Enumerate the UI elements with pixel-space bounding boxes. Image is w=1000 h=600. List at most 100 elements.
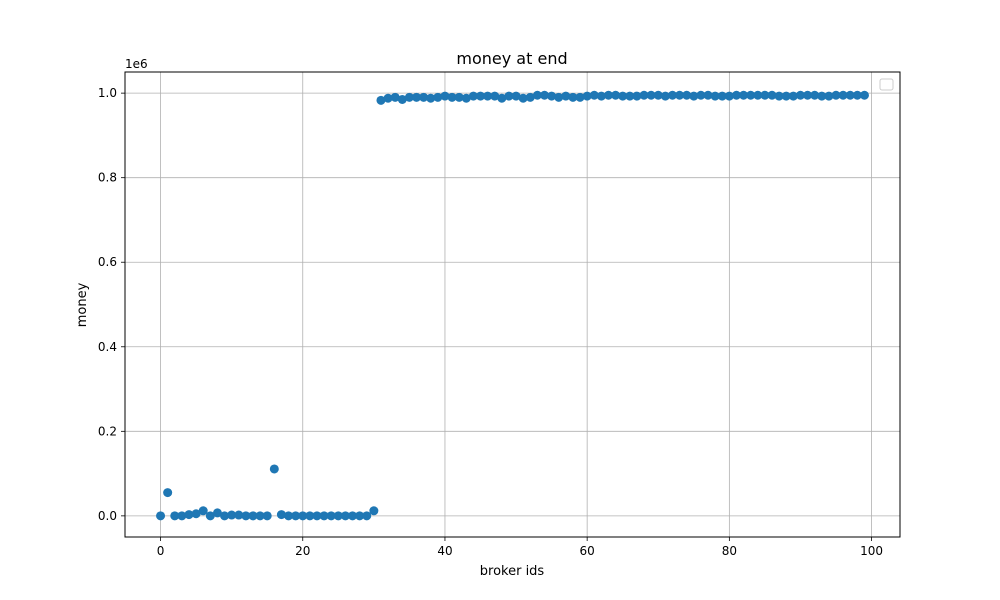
data-point [340,511,350,521]
data-point [696,90,706,100]
chart-title: money at end [456,49,567,68]
data-point [539,90,549,100]
data-point [675,90,685,100]
data-point [824,91,834,101]
data-point [362,511,372,521]
data-point [397,94,407,104]
data-point [817,91,827,101]
data-point [724,91,734,101]
data-point [667,90,677,100]
data-point [518,93,528,103]
data-point [596,91,606,101]
data-point [390,92,400,102]
data-point [191,509,201,519]
data-point [682,90,692,100]
data-point [419,92,429,102]
y-tick-label: 0.6 [98,255,117,269]
data-point [788,91,798,101]
data-point [689,91,699,101]
data-point [625,91,635,101]
data-point [156,511,166,521]
data-point [589,90,599,100]
data-point [483,91,493,101]
data-point [383,93,393,103]
data-point [205,511,215,521]
data-point [404,92,414,102]
data-point [255,511,265,521]
axis-ticks: 0 20 40 60 80 100 0.0 0.2 0.4 0.6 0.8 1.0 [98,86,883,558]
data-point [739,90,749,100]
data-point [603,90,613,100]
data-point [703,90,713,100]
x-axis-label: broker ids [480,564,545,579]
data-point [781,91,791,101]
data-point [468,91,478,101]
data-point [525,92,535,102]
data-point [440,91,450,101]
data-point [646,90,656,100]
data-points [156,90,869,521]
data-point [568,92,578,102]
data-point [753,90,763,100]
data-point [476,91,486,101]
data-point [269,464,279,474]
y-tick-label: 0.4 [98,340,117,354]
data-point [355,511,365,521]
data-point [184,510,194,520]
data-point [212,508,222,518]
data-point [426,93,436,103]
data-point [461,93,471,103]
y-axis-label: money [75,282,90,327]
x-tick-label: 60 [580,544,595,558]
data-point [660,91,670,101]
data-point [490,91,500,101]
data-point [262,511,272,521]
data-point [810,90,820,100]
data-point [241,511,251,521]
data-point [717,91,727,101]
data-point [554,92,564,102]
data-point [227,510,237,520]
data-point [348,511,358,521]
data-point [319,511,329,521]
data-point [532,90,542,100]
y-offset-label: 1e6 [125,57,148,71]
data-point [746,90,756,100]
data-point [248,511,258,521]
data-point [561,91,571,101]
data-point [831,90,841,100]
data-point [220,511,230,521]
data-point [575,92,585,102]
data-point [198,506,208,516]
data-point [284,511,294,521]
data-point [511,91,521,101]
data-point [852,90,862,100]
y-tick-label: 0.0 [98,509,117,523]
data-point [177,511,187,521]
data-point [234,510,244,520]
x-tick-label: 100 [860,544,883,558]
data-point [454,92,464,102]
data-point [639,90,649,100]
data-point [497,93,507,103]
data-point [447,92,457,102]
data-point [376,95,386,105]
data-point [845,90,855,100]
data-point [369,506,379,516]
data-point [547,91,557,101]
data-point [504,91,514,101]
data-point [859,90,869,100]
data-point [731,90,741,100]
data-point [803,90,813,100]
data-point [611,90,621,100]
data-point [333,511,343,521]
x-tick-label: 20 [295,544,310,558]
data-point [632,91,642,101]
data-point [653,90,663,100]
plot-frame [124,71,901,538]
x-tick-label: 0 [157,544,165,558]
data-point [305,511,315,521]
data-point [433,92,443,102]
